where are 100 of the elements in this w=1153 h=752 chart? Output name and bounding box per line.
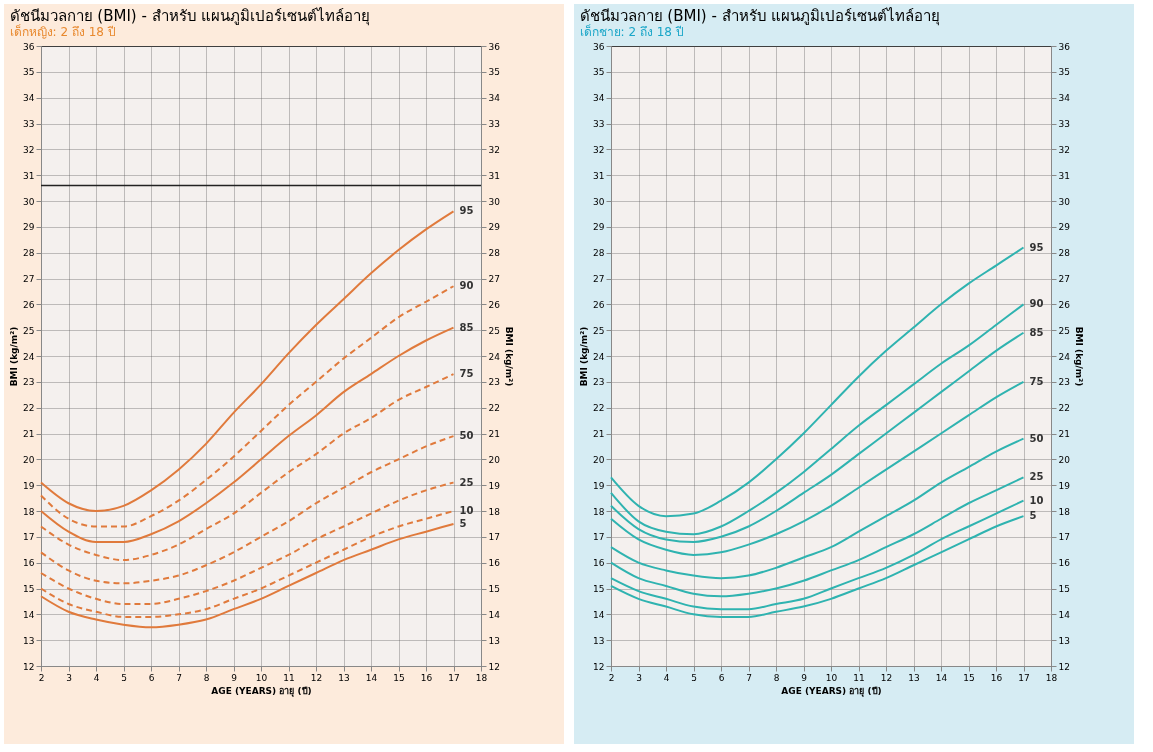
series-label: 50: [459, 430, 474, 442]
y-tick-label: 21: [593, 429, 605, 439]
y2-tick-label: 30: [488, 196, 501, 207]
y2-tick-label: 36: [488, 41, 501, 52]
line-series: [610, 437, 1025, 580]
y2-tick-label: 27: [1058, 274, 1070, 284]
x-tick-label: 9: [231, 672, 238, 683]
y-tick-label: 14: [593, 609, 605, 620]
x-tick-label: 14: [365, 672, 378, 683]
y2-tick-label: 20: [1058, 454, 1071, 465]
x-tick-label: 3: [66, 672, 72, 683]
y-tick-label: 20: [593, 454, 605, 465]
x-tick-label: 16: [420, 672, 433, 683]
y-tick-label: 24: [23, 351, 35, 362]
x-tick-label: 3: [636, 672, 642, 683]
x-tick-label: 10: [255, 672, 268, 683]
line-series: [610, 515, 1025, 618]
line-series: [40, 435, 455, 585]
y-tick-label: 12: [23, 661, 35, 672]
x-tick-label: 7: [176, 672, 182, 683]
y2-tick-label: 35: [1058, 67, 1070, 78]
line-series: [40, 210, 455, 512]
y-tick-label: 15: [23, 584, 35, 594]
y2-tick-label: 17: [488, 532, 500, 543]
x-tick-label: 14: [935, 672, 948, 683]
x-tick-label: 11: [853, 672, 865, 683]
x-tick-label: 15: [393, 672, 405, 683]
y2-tick-label: 26: [1058, 299, 1071, 310]
line-series: [40, 373, 455, 562]
y-tick-label: 29: [23, 222, 35, 233]
x-tick-label: 2: [608, 672, 615, 683]
line-series: [610, 476, 1025, 598]
y-tick-label: 35: [593, 67, 605, 78]
y-tick-label: 13: [23, 635, 35, 646]
y2-tick-label: 31: [488, 170, 500, 181]
y2-tick-label: 13: [488, 635, 500, 646]
y2-tick-label: 33: [1058, 119, 1070, 129]
y2-tick-label: 12: [1058, 661, 1070, 672]
y-tick-label: 24: [593, 351, 605, 362]
y-tick-label: 25: [593, 325, 605, 336]
y-tick-label: 34: [23, 93, 35, 104]
x-tick-label: 5: [691, 672, 697, 683]
y-tick-label: 22: [593, 403, 605, 414]
series-label: 90: [1029, 298, 1044, 310]
x-axis-title: AGE (YEARS) อายุ (ปี): [211, 685, 312, 697]
series-label: 75: [459, 368, 474, 380]
x-tick-label: 12: [880, 672, 893, 683]
line-series: [40, 510, 455, 618]
y2-tick-label: 19: [488, 480, 501, 491]
y-tick-label: 32: [23, 144, 35, 155]
y2-tick-label: 32: [488, 144, 500, 155]
y2-tick-label: 28: [488, 248, 501, 259]
y-tick-label: 20: [23, 454, 35, 465]
y2-tick-label: 15: [488, 584, 500, 594]
x-tick-label: 13: [908, 672, 920, 683]
y2-tick-label: 13: [1058, 635, 1070, 646]
line-series: [610, 246, 1025, 518]
y2-tick-label: 32: [1058, 144, 1070, 155]
y-tick-label: 23: [23, 377, 35, 388]
y-tick-label: 18: [593, 506, 605, 517]
y2-tick-label: 14: [1058, 609, 1071, 620]
y2-tick-label: 36: [1058, 41, 1071, 52]
line-series: [40, 481, 455, 605]
x-axis-title: AGE (YEARS) อายุ (ปี): [781, 685, 882, 697]
y-tick-label: 17: [593, 532, 605, 543]
y-tick-label: 33: [23, 119, 35, 129]
y2-tick-label: 34: [488, 93, 501, 104]
y-tick-label: 21: [23, 429, 35, 439]
y-tick-label: 28: [593, 248, 605, 259]
y2-tick-label: 31: [1058, 170, 1070, 181]
y2-tick-label: 14: [488, 609, 501, 620]
y-tick-label: 27: [593, 274, 605, 284]
y-tick-label: 30: [593, 196, 605, 207]
chart-subtitle: เด็กหญิง: 2 ถึง 18 ปี: [9, 24, 116, 39]
y2-tick-label: 19: [1058, 480, 1071, 491]
y-tick-label: 33: [593, 119, 605, 129]
y-tick-label: 23: [593, 377, 605, 388]
x-tick-label: 12: [310, 672, 323, 683]
line-series: [40, 326, 455, 543]
y2-tick-label: 21: [488, 429, 500, 439]
x-tick-label: 6: [148, 672, 155, 683]
y2-tick-label: 22: [488, 403, 500, 414]
y2-tick-label: 27: [488, 274, 500, 284]
y-tick-label: 28: [23, 248, 35, 259]
y-tick-label: 29: [593, 222, 605, 233]
x-tick-label: 18: [1045, 672, 1058, 683]
y-tick-label: 14: [23, 609, 35, 620]
x-tick-label: 8: [203, 672, 210, 683]
x-tick-label: 4: [93, 672, 100, 683]
y2-tick-label: 23: [488, 377, 500, 388]
y-tick-label: 19: [593, 480, 605, 491]
y-axis-title: BMI (kg/m²): [9, 326, 20, 387]
series-label: 25: [1029, 471, 1044, 483]
y-tick-label: 31: [23, 170, 35, 181]
y-tick-label: 32: [593, 144, 605, 155]
x-tick-label: 13: [338, 672, 350, 683]
y-tick-label: 18: [23, 506, 35, 517]
y2-tick-label: 29: [488, 222, 501, 233]
x-tick-label: 5: [121, 672, 127, 683]
series-label: 85: [459, 321, 474, 333]
